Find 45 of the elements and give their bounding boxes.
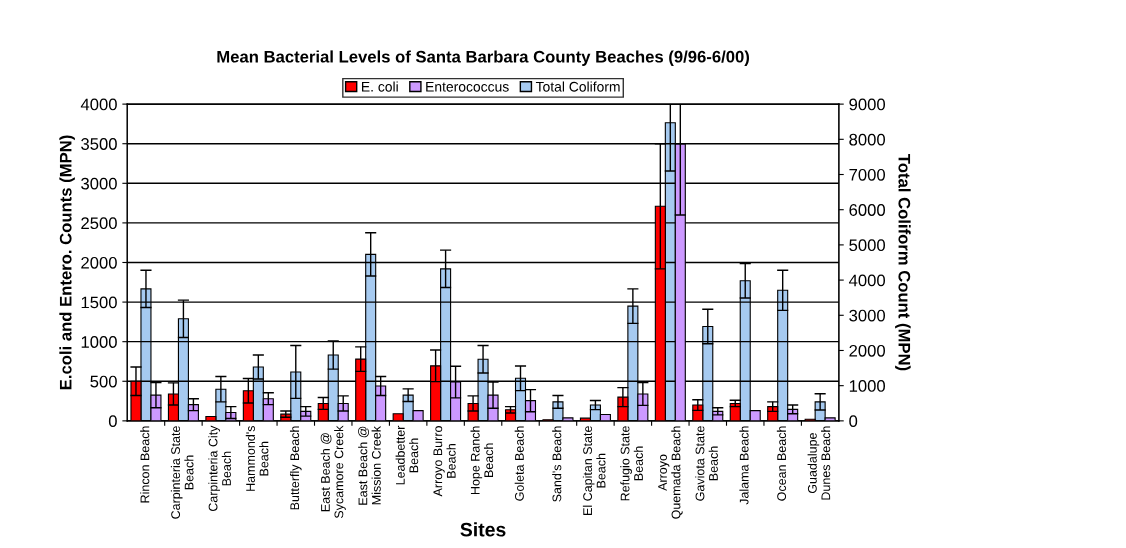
x-tick-label: Ocean Beach — [776, 426, 787, 501]
y2-tick-label: 8000 — [849, 133, 886, 146]
y2-tick-label: 9000 — [849, 98, 886, 111]
y-tick-label: 500 — [90, 375, 117, 388]
x-tick-label: Gaviota State Beach — [695, 426, 718, 501]
y2-tick-label: 5000 — [849, 239, 886, 252]
y2-tick-label: 6000 — [849, 204, 886, 216]
y-tick-label: 4000 — [80, 98, 117, 111]
x-tick-label: East Beach @ Mission Creek — [358, 426, 381, 505]
x-tick-label: Hope Ranch Beach — [470, 426, 494, 495]
x-tick-label: Butterfly Beach — [289, 426, 302, 510]
x-tick-label: Leadbetter Beach — [395, 425, 419, 485]
x-tick-label: Carpinteria City Beach — [208, 425, 231, 512]
x-axis-title: Sites — [460, 522, 506, 537]
y2-tick-label: 2000 — [849, 344, 886, 357]
y2-tick-label: 4000 — [848, 274, 886, 287]
legend-label: E. coli — [362, 81, 398, 92]
y-tick-label: 2500 — [81, 217, 117, 230]
y-tick-label: 0 — [108, 415, 117, 428]
legend-label: Enterococcus — [426, 81, 509, 92]
y2-tick-label: 0 — [849, 415, 858, 428]
x-tick-label: Rincon Beach — [140, 426, 150, 503]
y-axis-title: E.coli and Entero. Counts (MPN) — [59, 135, 75, 390]
x-tick-label: East Beach @ Sycamore Creek — [320, 425, 346, 519]
x-tick-label: Goleta Beach — [514, 426, 524, 501]
x-tick-label: El Capitan State Beach — [582, 426, 606, 515]
y-tick-label: 1500 — [81, 296, 117, 309]
y-tick-label: 3000 — [81, 177, 117, 190]
y-tick-label: 1000 — [81, 336, 117, 348]
y-tick-label: 3500 — [81, 138, 117, 150]
x-tick-label: Guadalupe Dunes Beach — [807, 426, 831, 500]
x-tick-label: Hammond's Beach — [245, 426, 269, 491]
chart-title: Mean Bacterial Levels of Santa Barbara County Beaches (9/96-6/00) — [217, 50, 750, 66]
y2-tick-label: 7000 — [849, 168, 886, 181]
y2-tick-label: 3000 — [849, 309, 886, 322]
x-tick-label: Arroyo Burro Beach — [433, 426, 456, 497]
y-tick-label: 2000 — [81, 256, 117, 269]
y2-axis-title: Total Coliform Count (MPN) — [895, 154, 911, 371]
x-tick-label: Refugio State Beach — [620, 426, 643, 501]
x-tick-label: Carpinteria State Beach — [170, 426, 194, 519]
x-tick-label: Jalama Beach — [739, 426, 749, 505]
x-tick-label: Arroyo Quemada Beach — [658, 426, 683, 519]
legend-label: Total Coliform — [535, 81, 620, 92]
y2-tick-label: 1000 — [849, 380, 886, 392]
x-tick-label: Sand's Beach — [552, 426, 562, 502]
